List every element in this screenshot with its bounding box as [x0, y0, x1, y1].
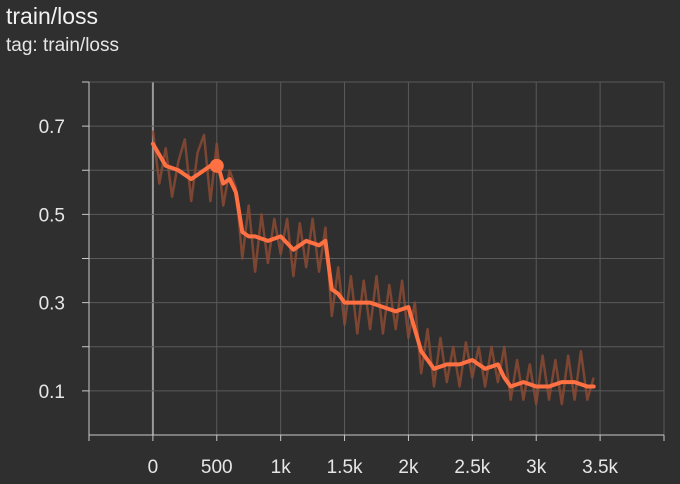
y-tick-label: 0.7 — [39, 117, 65, 138]
hover-point-marker — [209, 158, 224, 173]
x-tick-label: 2k — [398, 457, 419, 478]
x-tick-label: 3k — [526, 457, 547, 478]
chart-tag: tag: train/loss — [6, 35, 119, 56]
x-tick-label: 1k — [271, 457, 292, 478]
x-tick-label: 3.5k — [582, 457, 618, 478]
smoothed-loss-line — [150, 141, 596, 389]
x-tick-label: 500 — [201, 457, 233, 478]
y-tick-label: 0.5 — [39, 205, 65, 226]
chart-title: train/loss — [6, 3, 99, 29]
series — [150, 130, 596, 406]
x-tick-label: 0 — [148, 457, 159, 478]
x-tick-label: 2.5k — [454, 457, 490, 478]
x-tick-labels: 0 500 1k 1.5k 2k 2.5k 3k 3.5k — [148, 457, 619, 478]
x-tick-label: 1.5k — [327, 457, 363, 478]
axes — [82, 81, 665, 441]
y-tick-labels: 0.1 0.3 0.5 0.7 — [39, 117, 65, 403]
y-tick-label: 0.3 — [39, 294, 65, 315]
y-tick-label: 0.1 — [39, 382, 65, 403]
